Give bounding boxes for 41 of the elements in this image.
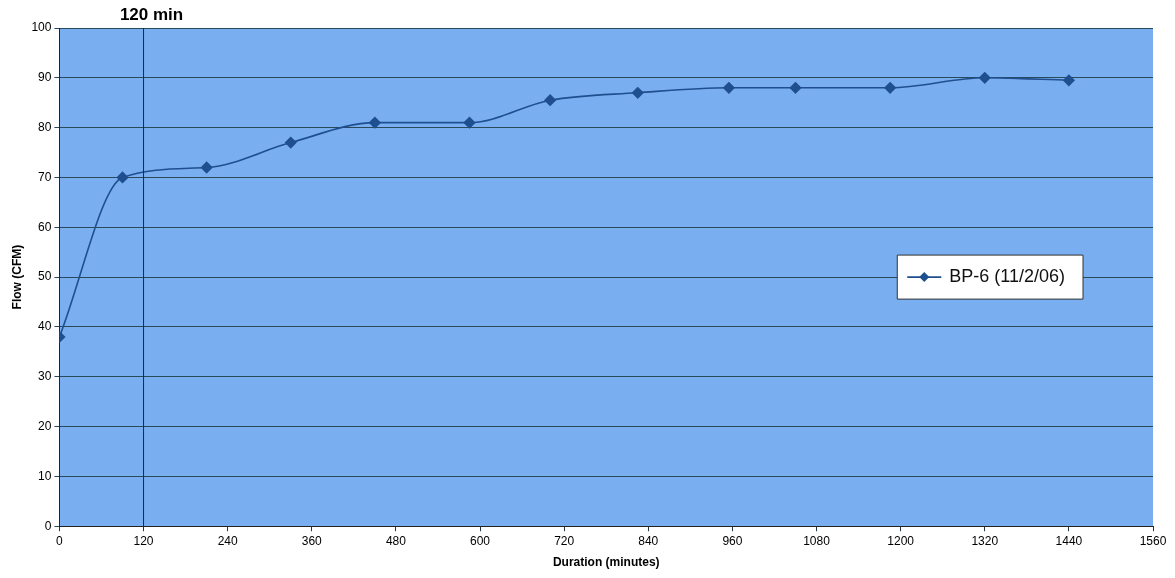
point <box>544 94 556 107</box>
y-tick-label: 50 <box>38 269 52 284</box>
x-tick-label: 600 <box>470 533 491 548</box>
x-tick-label: 1080 <box>803 533 831 548</box>
x-tick-label: 240 <box>217 533 238 548</box>
ref-line-label: 120 min <box>119 5 184 25</box>
point <box>116 171 129 184</box>
x-tick-label: 120 <box>133 533 154 548</box>
y-tick-label: 0 <box>44 518 52 533</box>
point <box>789 81 802 94</box>
x-tick-label: 1560 <box>1139 533 1167 548</box>
x-tick-label: 480 <box>385 533 407 548</box>
x-tick-label: 960 <box>722 533 743 548</box>
y-tick-label: 10 <box>38 468 52 483</box>
point <box>631 86 644 99</box>
x-tick-label: 0 <box>56 533 64 548</box>
point <box>884 81 896 94</box>
y-tick-label: 90 <box>38 70 52 85</box>
x-tick-label: 840 <box>638 533 659 548</box>
y-tick-label: 60 <box>38 219 52 234</box>
y-axis-title: Flow (CFM) <box>9 244 24 310</box>
point <box>1063 74 1075 87</box>
x-tick-label: 1200 <box>887 533 915 548</box>
y-tick-label: 70 <box>38 169 52 184</box>
x-tick-label: 1320 <box>971 533 999 548</box>
point <box>723 81 735 94</box>
x-tick-label: 360 <box>301 533 323 548</box>
x-tick-label: 720 <box>554 533 575 548</box>
y-tick-label: 80 <box>38 119 52 134</box>
point <box>463 116 476 129</box>
y-tick-label: 40 <box>38 319 52 334</box>
point <box>369 116 381 129</box>
legend-label: BP-6 (11/2/06) <box>949 266 1066 287</box>
y-tick-label: 100 <box>31 20 52 35</box>
point <box>284 136 297 149</box>
point <box>200 161 213 174</box>
x-tick-label: 1440 <box>1055 533 1083 548</box>
y-tick-label: 30 <box>38 369 52 384</box>
x-axis-title: Duration (minutes) <box>552 555 660 570</box>
point <box>978 72 991 84</box>
y-tick-label: 20 <box>38 418 52 433</box>
